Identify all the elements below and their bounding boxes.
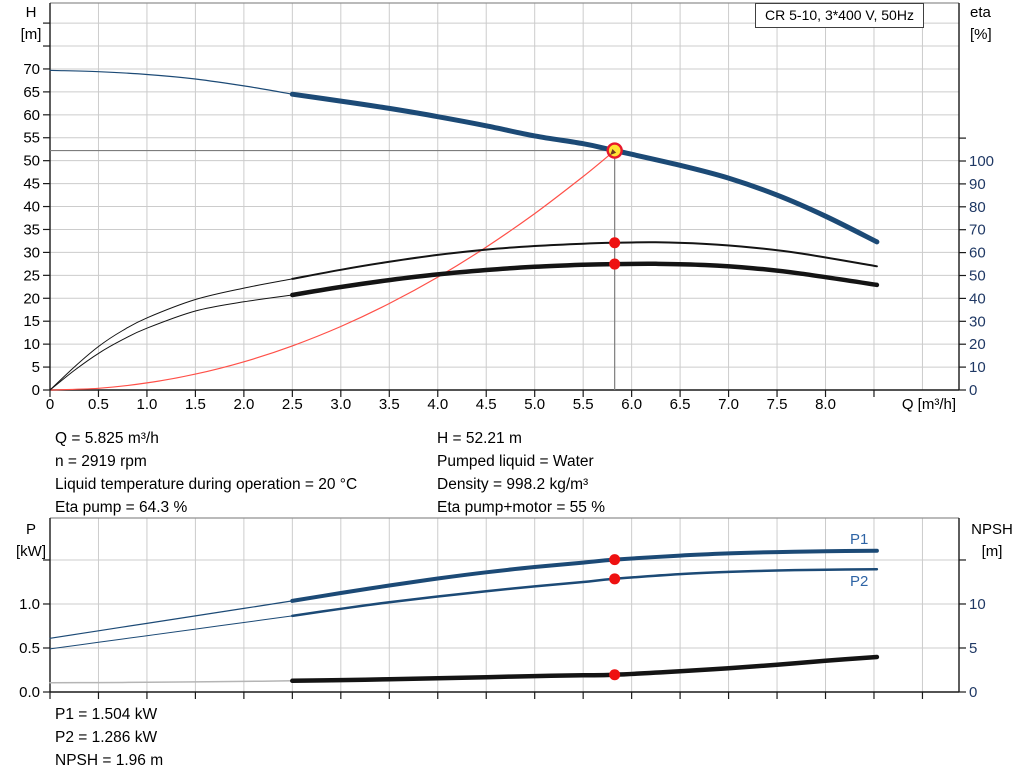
info-line-p1: P1 = 1.504 kW: [55, 706, 158, 723]
eta-pump-thin-curve: [49, 278, 293, 391]
right-axis-tick-label: 70: [969, 222, 986, 239]
operating-point-dot: [609, 669, 621, 681]
info-line-q: Q = 5.825 m³/h: [55, 430, 159, 447]
duty-info-left: Q = 5.825 m³/h n = 2919 rpm Liquid tempe…: [55, 427, 357, 519]
h-axis-name: H: [25, 4, 37, 21]
right-axis-tick-label: 10: [969, 596, 986, 613]
x-axis-tick-label: 4.5: [476, 396, 497, 413]
left-axis-tick-label: 50: [23, 153, 40, 170]
eta-pump-curve: [291, 241, 878, 280]
left-axis-tick-label: 15: [23, 313, 40, 330]
p2-thin-curve: [49, 615, 293, 650]
right-axis-tick-label: 30: [969, 313, 986, 330]
left-axis-tick-label: 55: [23, 130, 40, 147]
info-line-n: n = 2919 rpm: [55, 453, 147, 470]
right-axis-tick-label: 80: [969, 199, 986, 216]
x-axis-tick-label: 6.0: [621, 396, 642, 413]
left-axis-tick-label: 70: [23, 61, 40, 78]
info-line-npsh: NPSH = 1.96 m: [55, 752, 164, 769]
x-axis-tick-label: 0: [46, 396, 54, 413]
npsh-thin-curve: [49, 680, 294, 684]
left-axis-tick-label: 0.5: [19, 640, 40, 657]
x-axis-tick-label: 3.5: [379, 396, 400, 413]
left-axis-tick-label: 40: [23, 199, 40, 216]
right-axis-tick-label: 20: [969, 336, 986, 353]
p2-curve: [291, 567, 879, 618]
p-axis-unit: [kW]: [16, 543, 46, 560]
x-axis-tick-label: 7.5: [767, 396, 788, 413]
duty-info-right: H = 52.21 m Pumped liquid = Water Densit…: [437, 427, 605, 519]
eta-pump-motor-thin-curve: [49, 294, 293, 391]
left-axis-tick-label: 10: [23, 336, 40, 353]
x-axis-tick-label: 7.0: [718, 396, 739, 413]
right-axis-tick-label: 40: [969, 290, 986, 307]
x-axis-tick-label: 8.0: [815, 396, 836, 413]
x-axis-tick-label: 5.0: [524, 396, 545, 413]
x-axis-tick-label: 3.0: [330, 396, 351, 413]
info-line-eta-pump-motor: Eta pump+motor = 55 %: [437, 499, 606, 516]
info-line-eta-pump: Eta pump = 64.3 %: [55, 499, 188, 516]
duty-point-arrow-icon: [610, 149, 617, 156]
right-axis-tick-label: 10: [969, 359, 986, 376]
npsh-axis-name: NPSH: [971, 521, 1013, 538]
left-axis-tick-label: 5: [32, 359, 40, 376]
power-info: P1 = 1.504 kW P2 = 1.286 kW NPSH = 1.96 …: [55, 703, 163, 772]
pump-title-box: CR 5-10, 3*400 V, 50Hz: [755, 3, 924, 28]
right-axis-tick-label: 90: [969, 176, 986, 193]
x-axis-tick-label: 1.5: [185, 396, 206, 413]
right-axis-tick-label: 0: [969, 382, 977, 399]
right-axis-tick-label: 100: [969, 153, 994, 170]
eta-pump-motor-curve: [290, 261, 880, 298]
x-axis-tick-label: 5.5: [573, 396, 594, 413]
operating-point-dot: [609, 573, 621, 585]
right-axis-tick-label: 50: [969, 268, 986, 285]
operating-point-dot: [609, 237, 621, 249]
npsh-axis-unit: [m]: [981, 543, 1003, 560]
eta-axis-unit: [%]: [970, 26, 992, 43]
left-axis-tick-label: 35: [23, 221, 40, 238]
p-axis-name: P: [25, 521, 36, 538]
operating-point-dot: [609, 554, 621, 566]
x-axis-tick-label: 4.0: [427, 396, 448, 413]
left-axis-tick-label: 30: [23, 244, 40, 261]
h-axis-unit: [m]: [20, 26, 42, 43]
left-axis-tick-label: 1.0: [19, 596, 40, 613]
x-axis-tick-label: 1.0: [137, 396, 158, 413]
qh-thin-curve: [49, 69, 293, 95]
p2-series-label: P2: [850, 573, 869, 590]
right-axis-tick-label: 5: [969, 640, 977, 657]
left-axis-tick-label: 0.0: [19, 684, 40, 701]
info-line-h: H = 52.21 m: [437, 430, 522, 447]
q-axis-label: Q [m³/h]: [901, 396, 956, 413]
p1-thin-curve: [49, 600, 293, 639]
x-axis-tick-label: 0.5: [88, 396, 109, 413]
info-line-liquid: Pumped liquid = Water: [437, 453, 594, 470]
left-axis-tick-label: 20: [23, 290, 40, 307]
left-axis-tick-label: 45: [23, 176, 40, 193]
p1-series-label: P1: [850, 531, 869, 548]
x-axis-tick-label: 2.0: [233, 396, 254, 413]
left-axis-tick-label: 25: [23, 267, 40, 284]
qh-curve: [289, 91, 880, 245]
x-axis-tick-label: 2.5: [282, 396, 303, 413]
right-axis-tick-label: 60: [969, 245, 986, 262]
duty-point-marker[interactable]: [606, 142, 623, 159]
x-axis-tick-label: 6.5: [670, 396, 691, 413]
npsh-curve: [290, 654, 880, 684]
system-curve-curve: [49, 149, 616, 391]
left-axis-tick-label: 60: [23, 107, 40, 124]
info-line-p2: P2 = 1.286 kW: [55, 729, 158, 746]
eta-axis-name: eta: [970, 4, 991, 21]
operating-point-dot: [609, 258, 621, 270]
left-axis-tick-label: 0: [32, 382, 40, 399]
right-axis-tick-label: 0: [969, 684, 977, 701]
p1-curve: [290, 548, 879, 603]
info-line-temperature: Liquid temperature during operation = 20…: [55, 476, 358, 493]
info-line-density: Density = 998.2 kg/m³: [437, 476, 589, 493]
left-axis-tick-label: 65: [23, 84, 40, 101]
